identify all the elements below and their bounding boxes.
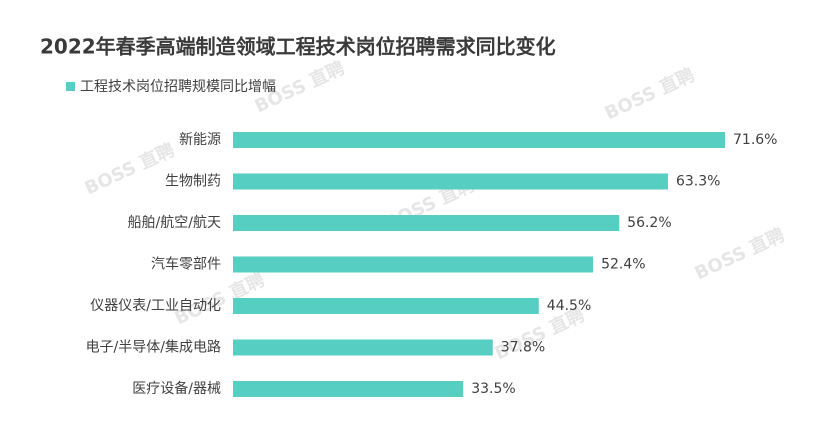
category-label: 仪器仪表/工业自动化 xyxy=(90,298,221,314)
value-label: 56.2% xyxy=(627,215,671,231)
category-label: 汽车零部件 xyxy=(151,256,221,273)
bar xyxy=(233,173,668,190)
value-label: 33.5% xyxy=(471,381,515,397)
value-label: 44.5% xyxy=(547,298,591,314)
category-label: 新能源 xyxy=(179,132,221,148)
chart-title: 2022年春季高端制造领域工程技术岗位招聘需求同比变化 xyxy=(40,35,556,59)
value-label: 63.3% xyxy=(676,174,720,190)
category-label: 船舶/航空/航天 xyxy=(128,215,221,231)
value-label: 71.6% xyxy=(733,132,777,148)
bar xyxy=(233,339,493,356)
legend-swatch xyxy=(66,82,75,91)
category-label: 生物制药 xyxy=(165,174,221,190)
category-label: 电子/半导体/集成电路 xyxy=(86,339,221,356)
bar xyxy=(233,298,539,314)
bar xyxy=(233,381,464,397)
bar xyxy=(233,132,725,148)
legend-label: 工程技术岗位招聘规模同比增幅 xyxy=(80,79,276,95)
value-label: 52.4% xyxy=(601,257,645,273)
bar xyxy=(233,256,594,273)
category-label: 医疗设备/器械 xyxy=(132,380,221,397)
value-label: 37.8% xyxy=(501,340,545,356)
bar xyxy=(233,215,620,231)
